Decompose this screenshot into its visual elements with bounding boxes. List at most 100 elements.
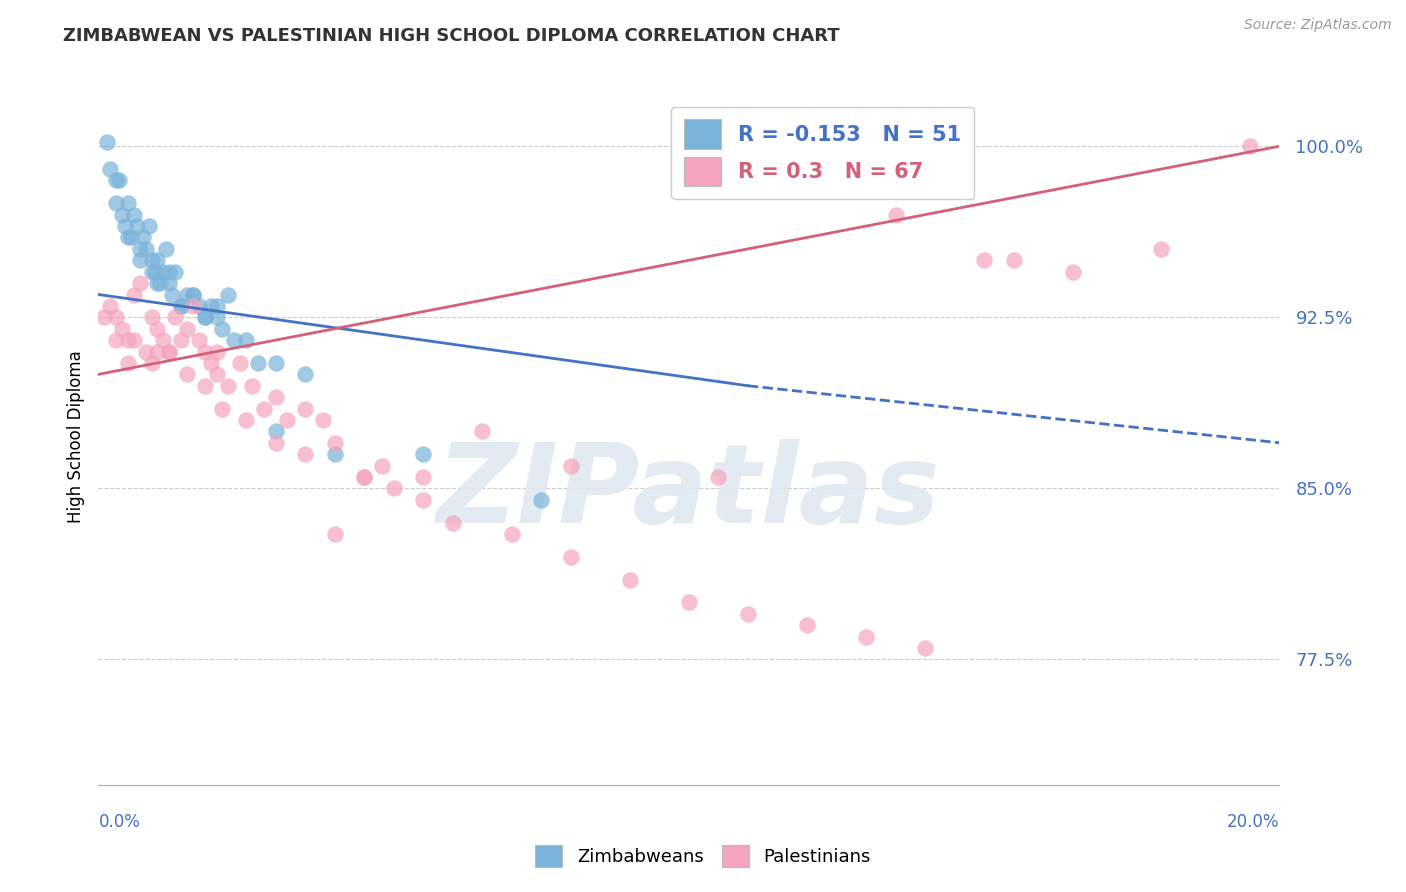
Point xyxy=(619,573,641,587)
Point xyxy=(170,333,193,347)
Point xyxy=(240,378,263,392)
Point xyxy=(128,242,150,256)
Point xyxy=(146,276,169,290)
Point xyxy=(312,413,335,427)
Text: 0.0%: 0.0% xyxy=(98,813,141,830)
Point xyxy=(412,447,434,461)
Point xyxy=(165,310,187,325)
Point xyxy=(973,253,995,268)
Point xyxy=(141,253,163,268)
Point xyxy=(111,208,134,222)
Point xyxy=(181,299,204,313)
Point xyxy=(170,299,193,313)
Point xyxy=(194,310,217,325)
Point xyxy=(264,390,287,404)
Point xyxy=(128,253,150,268)
Point xyxy=(264,356,287,370)
Y-axis label: High School Diploma: High School Diploma xyxy=(66,351,84,524)
Point xyxy=(294,401,316,416)
Point xyxy=(117,196,139,211)
Point xyxy=(170,299,193,313)
Point xyxy=(165,265,187,279)
Point xyxy=(105,333,128,347)
Point xyxy=(353,470,375,484)
Point xyxy=(264,425,287,439)
Text: Source: ZipAtlas.com: Source: ZipAtlas.com xyxy=(1244,18,1392,32)
Point xyxy=(152,265,174,279)
Point xyxy=(128,276,150,290)
Point xyxy=(200,299,222,313)
Text: 20.0%: 20.0% xyxy=(1227,813,1279,830)
Point xyxy=(176,322,198,336)
Point xyxy=(205,368,228,382)
Point xyxy=(117,333,139,347)
Point xyxy=(187,299,209,313)
Point xyxy=(235,333,257,347)
Point xyxy=(157,344,180,359)
Point xyxy=(162,287,183,301)
Point xyxy=(205,299,228,313)
Point xyxy=(146,344,169,359)
Point xyxy=(253,401,276,416)
Point xyxy=(264,435,287,450)
Point xyxy=(135,344,157,359)
Point xyxy=(796,618,818,632)
Point xyxy=(707,470,730,484)
Point xyxy=(323,527,346,541)
Point xyxy=(132,230,155,244)
Point xyxy=(141,356,163,370)
Point xyxy=(146,253,169,268)
Point xyxy=(353,470,375,484)
Point xyxy=(149,276,172,290)
Point xyxy=(176,368,198,382)
Point xyxy=(1062,265,1084,279)
Point xyxy=(441,516,464,530)
Point xyxy=(194,344,217,359)
Point xyxy=(678,595,700,609)
Point xyxy=(224,333,246,347)
Point xyxy=(1239,139,1261,153)
Point xyxy=(229,356,252,370)
Point xyxy=(114,219,136,233)
Point xyxy=(111,322,134,336)
Point xyxy=(98,162,121,177)
Point xyxy=(412,470,434,484)
Legend: R = -0.153   N = 51, R = 0.3   N = 67: R = -0.153 N = 51, R = 0.3 N = 67 xyxy=(672,106,974,199)
Point xyxy=(246,356,269,370)
Point xyxy=(141,310,163,325)
Point xyxy=(855,630,877,644)
Point xyxy=(211,401,233,416)
Point xyxy=(96,135,118,149)
Point xyxy=(146,322,169,336)
Point xyxy=(135,242,157,256)
Point xyxy=(471,425,494,439)
Point xyxy=(141,265,163,279)
Point xyxy=(120,230,142,244)
Point xyxy=(914,641,936,656)
Point xyxy=(117,230,139,244)
Point xyxy=(276,413,298,427)
Point xyxy=(122,333,145,347)
Point xyxy=(157,265,180,279)
Point xyxy=(560,458,582,473)
Point xyxy=(143,265,166,279)
Point xyxy=(1002,253,1025,268)
Point xyxy=(187,333,209,347)
Point xyxy=(157,276,180,290)
Point xyxy=(412,492,434,507)
Point xyxy=(205,310,228,325)
Point xyxy=(323,447,346,461)
Point xyxy=(181,287,204,301)
Point xyxy=(211,322,233,336)
Legend: Zimbabweans, Palestinians: Zimbabweans, Palestinians xyxy=(529,838,877,874)
Point xyxy=(122,208,145,222)
Point xyxy=(294,368,316,382)
Point xyxy=(371,458,394,473)
Point xyxy=(737,607,759,621)
Point xyxy=(108,173,131,187)
Point xyxy=(530,492,553,507)
Point xyxy=(200,356,222,370)
Point xyxy=(93,310,115,325)
Point xyxy=(217,378,239,392)
Point xyxy=(235,413,257,427)
